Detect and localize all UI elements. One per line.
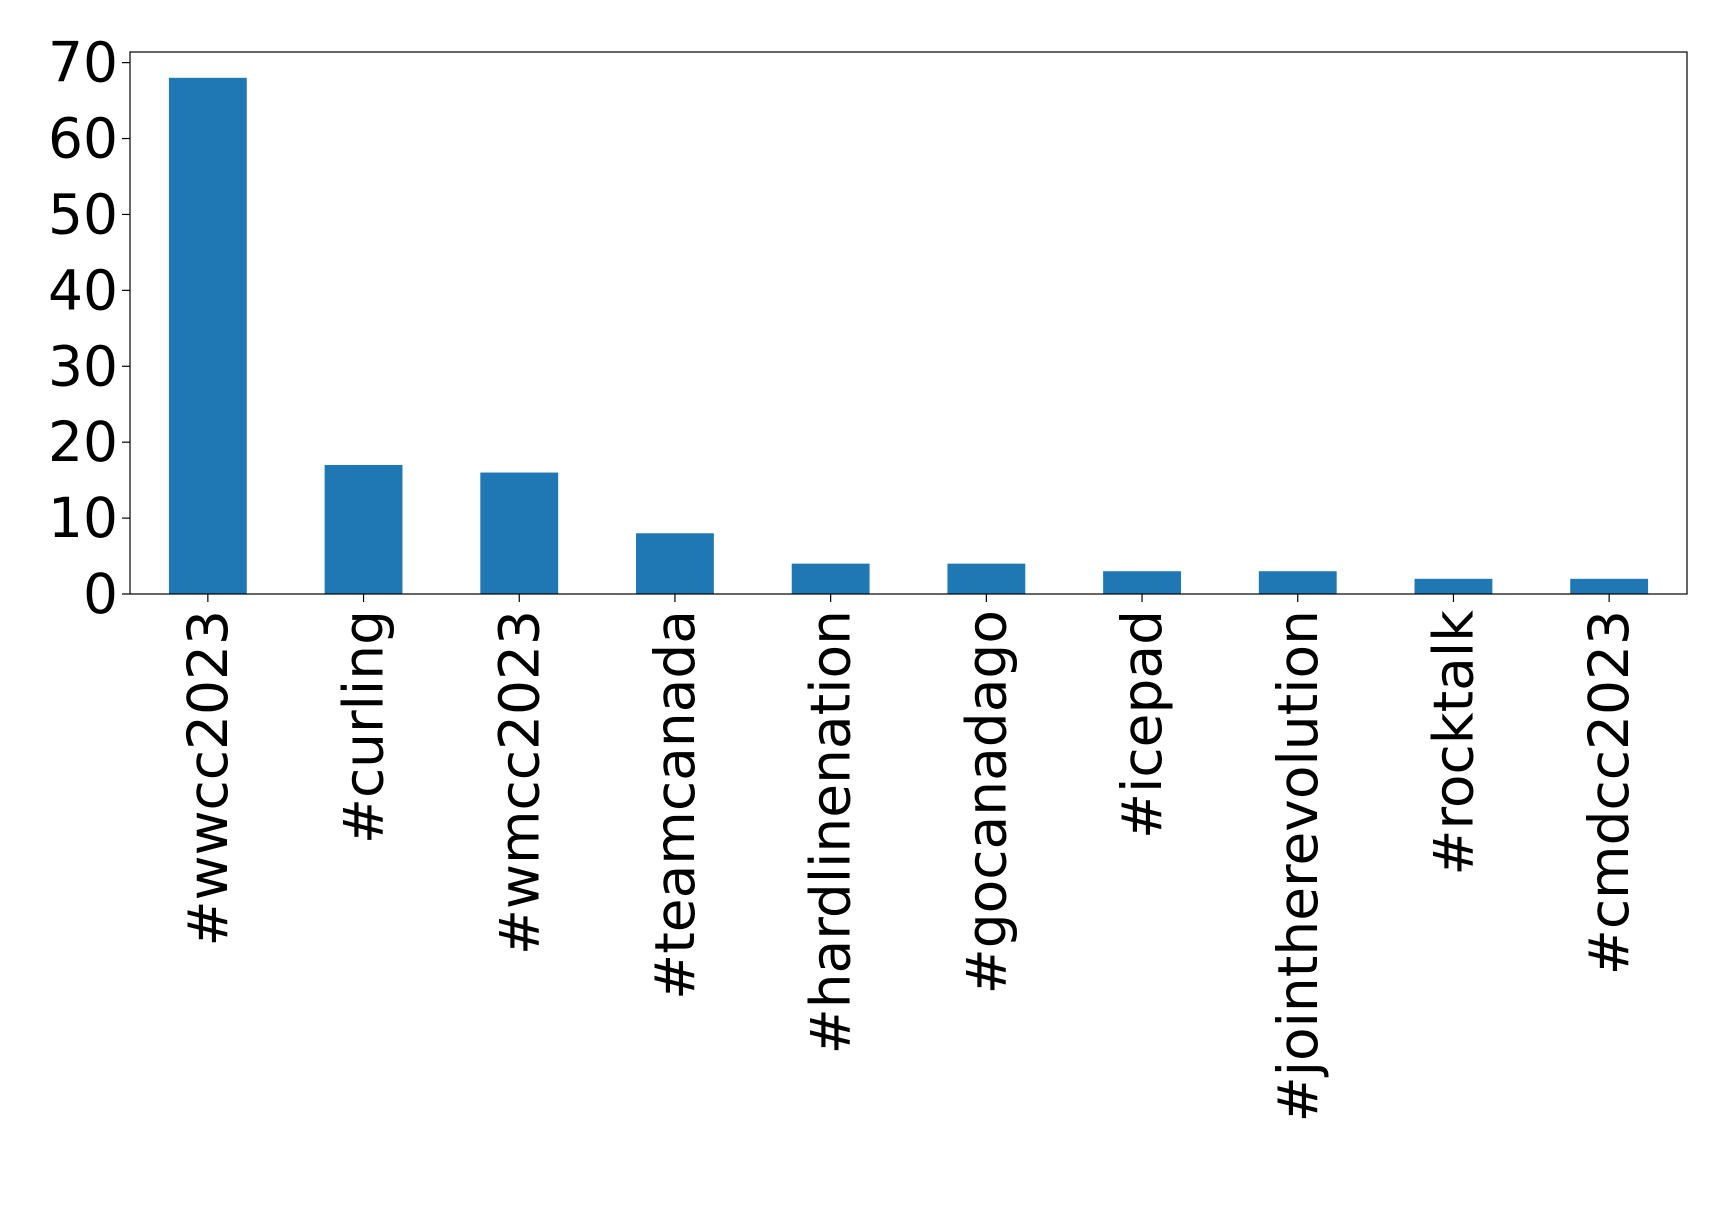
x-tick-label: #icepad — [1110, 610, 1174, 839]
x-tick-label: #jointherevolution — [1266, 610, 1330, 1122]
y-tick-label: 20 — [48, 410, 118, 474]
bar — [1103, 571, 1181, 594]
y-tick-label: 40 — [48, 258, 118, 322]
bar — [1570, 578, 1649, 594]
x-tick-label: #rocktalk — [1421, 610, 1485, 876]
x-tick-label: #gocanadago — [954, 610, 1018, 994]
x-tick-label: #cmdcc2023 — [1577, 610, 1641, 975]
plot-frame — [129, 51, 1688, 595]
x-tick-label: #wwcc2023 — [176, 610, 240, 947]
bar — [947, 563, 1026, 594]
bar — [480, 472, 559, 594]
bar — [1258, 571, 1337, 594]
y-tick-label: 60 — [48, 107, 118, 171]
y-tick-label: 50 — [48, 182, 118, 246]
bar — [324, 464, 403, 594]
x-tick-label: #teamcanada — [643, 610, 707, 1000]
bar — [1414, 578, 1493, 594]
x-tick-label: #wmcc2023 — [487, 610, 551, 955]
y-tick-label: 30 — [48, 334, 118, 398]
y-tick-label: 70 — [48, 31, 118, 95]
x-tick-label: #hardlinenation — [799, 610, 863, 1054]
bar — [168, 77, 247, 595]
x-tick-label: #curling — [332, 610, 396, 844]
bar — [636, 533, 714, 594]
y-tick-label: 10 — [48, 486, 118, 550]
bar — [791, 563, 870, 594]
y-tick-label: 0 — [83, 562, 118, 626]
